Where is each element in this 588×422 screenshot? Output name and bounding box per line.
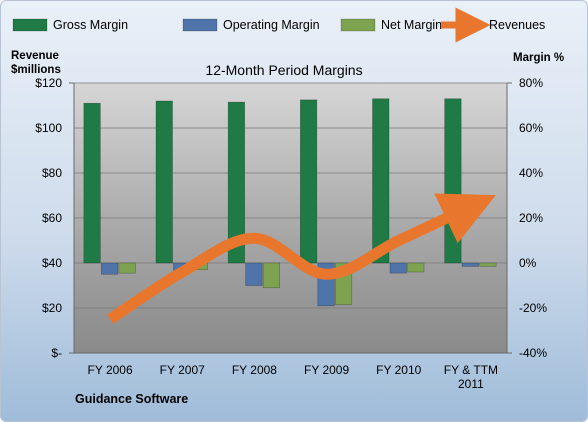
bar-gross-margin bbox=[300, 99, 318, 264]
axes: $- $20 $40 $60 $80 $100 $120 -40% -20% 0% 20% 40% 60… bbox=[35, 76, 547, 391]
right-tick-label: -40% bbox=[519, 346, 547, 360]
chart-title: 12-Month Period Margins bbox=[205, 62, 362, 78]
right-tick-label: 40% bbox=[519, 166, 543, 180]
right-axis-label: Margin % bbox=[513, 52, 564, 64]
left-tick-label: $40 bbox=[42, 256, 62, 270]
left-tick-label: $60 bbox=[42, 211, 62, 225]
bar-gross-margin bbox=[372, 98, 390, 264]
legend-swatch bbox=[340, 18, 376, 32]
category-label: 2011 bbox=[458, 377, 484, 391]
bar-gross-margin bbox=[444, 98, 462, 264]
category-label: FY & TTM bbox=[444, 363, 498, 377]
bar-net-margin bbox=[479, 262, 497, 267]
legend-item-revenues: Revenues bbox=[441, 7, 545, 43]
bar-gross-margin bbox=[155, 100, 173, 264]
category-label: FY 2008 bbox=[232, 363, 277, 377]
category-label: FY 2010 bbox=[376, 363, 421, 377]
legend-label: Revenues bbox=[489, 18, 545, 32]
bar-net-margin bbox=[118, 262, 136, 274]
left-tick-label: $120 bbox=[35, 76, 62, 90]
legend-label: Gross Margin bbox=[53, 18, 128, 32]
category-label: FY 2006 bbox=[88, 363, 133, 377]
bar-net-margin bbox=[262, 262, 280, 289]
left-tick-label: $80 bbox=[42, 166, 62, 180]
left-tick-label: $20 bbox=[42, 301, 62, 315]
legend-item-gross-margin: Gross Margin bbox=[12, 18, 128, 32]
bar-gross-margin bbox=[83, 102, 101, 264]
bar-operating-margin bbox=[389, 262, 407, 274]
left-tick-label: $- bbox=[51, 346, 62, 360]
left-axis-label-line2: $millions bbox=[11, 64, 61, 76]
right-tick-label: 0% bbox=[519, 256, 537, 270]
legend-swatch bbox=[12, 18, 48, 32]
legend-swatch bbox=[182, 18, 218, 32]
right-tick-label: 80% bbox=[519, 76, 543, 90]
category-label: FY 2007 bbox=[160, 363, 205, 377]
legend-item-net-margin: Net Margin bbox=[340, 18, 442, 32]
bar-operating-margin bbox=[245, 262, 263, 286]
category-label: FY 2009 bbox=[304, 363, 349, 377]
legend: Gross Margin Operating Margin Net Margin Re… bbox=[12, 7, 545, 43]
revenues-line bbox=[107, 193, 496, 324]
bar-operating-margin bbox=[101, 262, 119, 275]
legend-label: Operating Margin bbox=[223, 18, 320, 32]
company-name: Guidance Software bbox=[75, 392, 188, 406]
left-axis-label-line1: Revenue bbox=[11, 50, 59, 62]
legend-label: Net Margin bbox=[381, 18, 442, 32]
right-tick-label: -20% bbox=[519, 301, 547, 315]
right-tick-label: 20% bbox=[519, 211, 543, 225]
bar-net-margin bbox=[407, 262, 425, 273]
legend-item-operating-margin: Operating Margin bbox=[182, 18, 320, 32]
bar-operating-margin bbox=[461, 262, 479, 267]
right-tick-label: 60% bbox=[519, 121, 543, 135]
revenue-line bbox=[107, 193, 496, 324]
bar-series bbox=[83, 98, 497, 307]
bar-gross-margin bbox=[227, 101, 245, 264]
left-tick-label: $100 bbox=[35, 121, 62, 135]
